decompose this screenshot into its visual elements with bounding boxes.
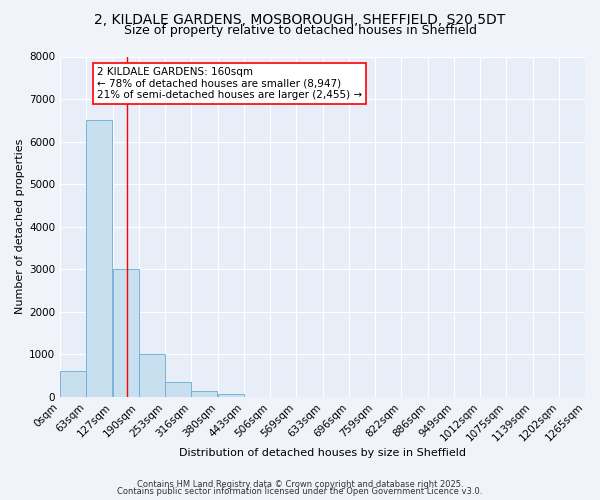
Bar [139,354,165,397]
Y-axis label: Number of detached properties: Number of detached properties [15,139,25,314]
Text: 2, KILDALE GARDENS, MOSBOROUGH, SHEFFIELD, S20 5DT: 2, KILDALE GARDENS, MOSBOROUGH, SHEFFIEL… [94,12,506,26]
Bar [165,382,191,397]
Bar [191,390,217,397]
Bar [60,372,86,397]
X-axis label: Distribution of detached houses by size in Sheffield: Distribution of detached houses by size … [179,448,466,458]
Bar [218,394,244,397]
Bar [113,270,139,397]
Text: Contains public sector information licensed under the Open Government Licence v3: Contains public sector information licen… [118,487,482,496]
Text: Contains HM Land Registry data © Crown copyright and database right 2025.: Contains HM Land Registry data © Crown c… [137,480,463,489]
Bar [86,120,112,397]
Text: Size of property relative to detached houses in Sheffield: Size of property relative to detached ho… [124,24,476,37]
Text: 2 KILDALE GARDENS: 160sqm
← 78% of detached houses are smaller (8,947)
21% of se: 2 KILDALE GARDENS: 160sqm ← 78% of detac… [97,66,362,100]
